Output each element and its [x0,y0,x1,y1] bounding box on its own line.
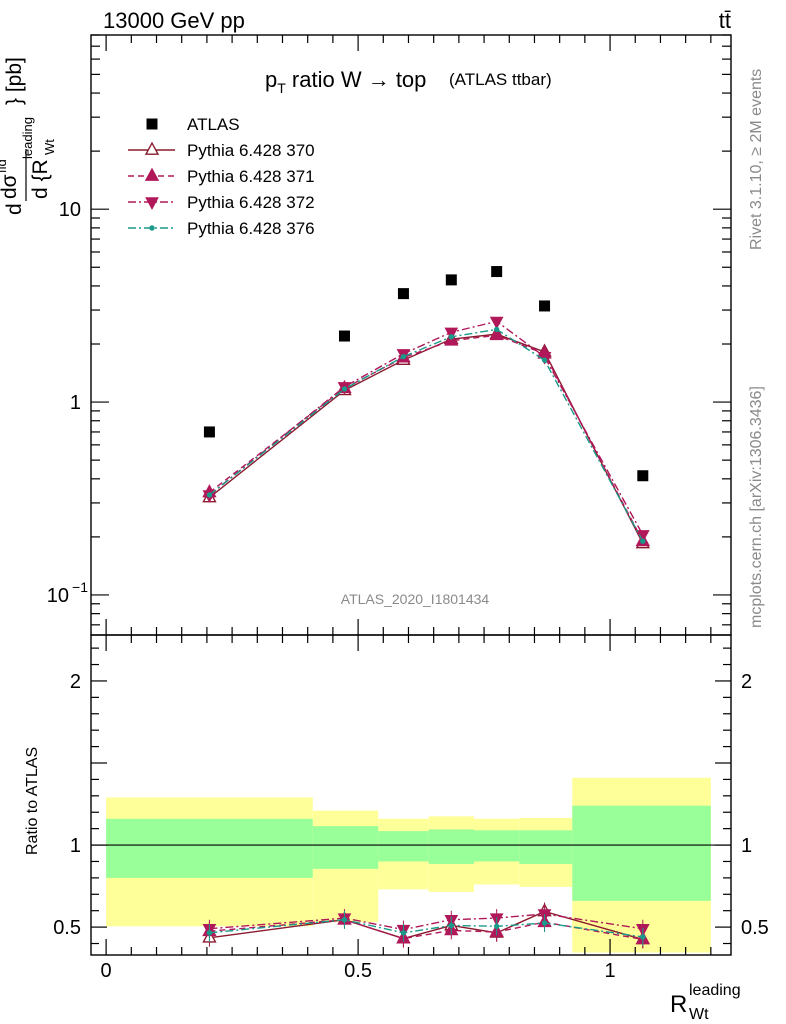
main-ylabel: d dσ fid d {R leading Wt } [pb] [0,57,57,215]
ratio-frame-border [90,634,732,956]
ylabel-wt: Wt [42,139,57,155]
plot-title-small: (ATLAS ttbar) [449,70,552,89]
xlabel-sup: leading [689,982,741,999]
data-point-atlas [445,274,457,286]
ratio-y-tick-label-left: 0.5 [53,917,81,939]
series-line-pythia-6-428-372 [208,320,644,536]
ylabel-fid: fid [0,159,9,173]
ratio-point-pythia-6-428-376 [448,922,455,929]
xlabel-base: R [670,991,687,1018]
y-tick-label: 10 [59,199,81,221]
data-point-pythia-6-428-372 [489,316,504,330]
ratio-axes: 0.5 0.5 1 1 2 2 0 0.5 1 [53,634,769,982]
data-point-atlas [637,470,649,482]
data-point-pythia-6-428-376 [493,326,500,333]
plot-title-sub: T [277,80,286,96]
legend-label-pythia-6-428-370: Pythia 6.428 370 [187,141,315,160]
data-point-atlas [203,426,215,438]
legend-label-pythia-6-428-371: Pythia 6.428 371 [187,167,315,186]
legend-label-pythia-6-428-372: Pythia 6.428 372 [187,193,315,212]
ylabel-leading: leading [20,117,35,159]
data-point-atlas [397,288,409,300]
ratio-point-pythia-6-428-376 [640,934,646,940]
data-point-pythia-6-428-372 [444,327,459,341]
data-point-pythia-6-428-376 [341,386,348,392]
uncertainty-band-inner [473,830,520,862]
energy-label: 13000 GeV pp [103,8,245,33]
data-point-pythia-6-428-376 [206,492,213,498]
legend-marker-atlas [146,118,158,130]
ratio-point-pythia-6-428-376 [400,930,407,936]
y-tick-label-exponent: −1 [72,579,88,595]
ratio-point-pythia-6-428-376 [541,920,548,926]
uncertainty-band-inner [519,830,573,864]
process-label: tt̄ [719,8,731,33]
plot-title-main: p [265,67,277,92]
x-tick-label: 0 [101,960,112,982]
y-tick-label: 10 [47,585,69,607]
analysis-watermark: ATLAS_2020_I1801434 [341,591,490,607]
ratio-y-tick-label-right: 1 [741,835,752,857]
ratio-plot-area [91,777,731,953]
ratio-y-tick-label-left: 1 [70,835,81,857]
uncertainty-band-inner [572,805,711,901]
ratio-ylabel: Ratio to ATLAS [24,747,41,855]
source-label: mcplots.cern.ch [arXiv:1306.3436] [748,386,765,628]
data-point-pythia-6-428-376 [400,353,407,360]
plot-title: pT ratio W → top [265,67,426,96]
data-point-pythia-6-428-376 [448,334,455,340]
ratio-point-pythia-6-428-376 [341,917,348,923]
series-line-pythia-6-428-370 [208,333,644,544]
legend-label-atlas: ATLAS [187,115,240,134]
legend-marker-pythia-6-428-372 [145,197,159,210]
uncertainty-band-inner [428,829,474,864]
main-plot-area [202,266,650,549]
ylabel-denominator: d {R [29,159,52,199]
ratio-point-pythia-6-428-376 [206,930,213,936]
data-point-pythia-6-428-376 [640,538,646,544]
rivet-version-label: Rivet 3.1.10, ≥ 2M events [748,69,765,250]
ratio-point-pythia-6-428-376 [493,923,500,929]
data-point-atlas [338,330,350,342]
xlabel: R leading Wt [670,982,741,1023]
ratio-y-tick-label-right: 2 [741,671,752,693]
ylabel-dsigma: dσ [0,174,21,199]
plot-title-rest: ratio W → top [286,67,427,92]
ratio-y-tick-label-right: 0.5 [741,917,769,939]
legend-marker-pythia-6-428-370 [144,141,160,155]
legend-label-pythia-6-428-376: Pythia 6.428 376 [187,219,315,238]
x-tick-label: 1 [604,960,615,982]
data-point-pythia-6-428-376 [541,357,548,363]
legend: ATLAS Pythia 6.428 370 Pythia 6.428 371 Pyt… [128,115,315,238]
uncertainty-band-inner [106,818,313,878]
data-point-atlas [539,300,551,312]
ylabel-unit: } [pb] [3,57,26,105]
uncertainty-band-inner [312,826,379,869]
legend-marker-pythia-6-428-376 [149,225,155,231]
series-line-pythia-6-428-376 [208,328,644,542]
data-point-pythia-6-428-371 [489,326,504,341]
series-line-pythia-6-428-371 [208,334,644,542]
x-tick-label: 0.5 [344,960,372,982]
uncertainty-band-inner [378,831,429,862]
y-tick-label: 1 [70,392,81,414]
data-point-atlas [491,266,503,278]
ratio-y-tick-label-left: 2 [70,671,81,693]
legend-marker-pythia-6-428-371 [144,167,160,181]
ylabel-d: d [3,203,26,215]
xlabel-sub: Wt [689,1006,709,1023]
